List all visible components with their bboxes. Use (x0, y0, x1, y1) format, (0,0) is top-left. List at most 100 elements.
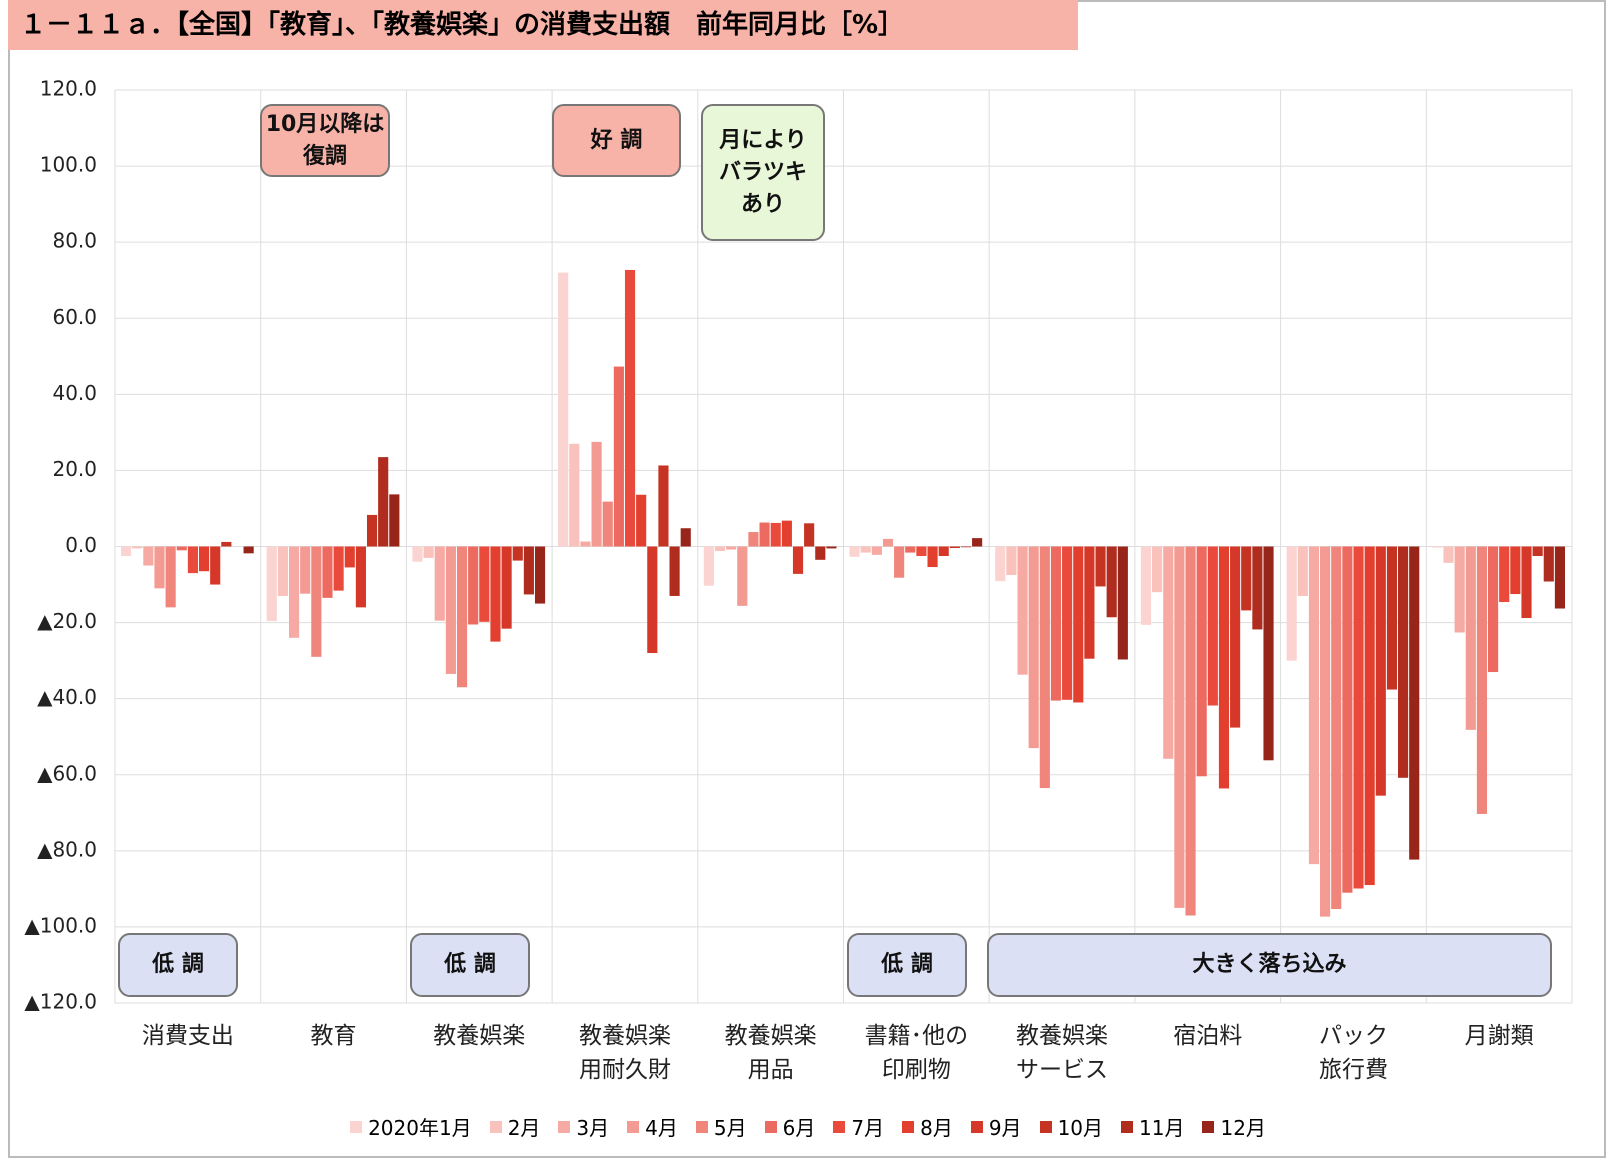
legend-item: 2月 (489, 1112, 540, 1141)
bar (1185, 546, 1196, 916)
legend-item: 7月 (833, 1112, 884, 1141)
bar (479, 546, 490, 622)
bar (905, 546, 916, 553)
bar (1432, 546, 1443, 548)
bar (523, 546, 534, 595)
bar (1006, 546, 1017, 576)
bar (1163, 546, 1174, 759)
bar (927, 546, 938, 568)
bar (938, 546, 949, 557)
annotation: 大きく落ち込み (987, 933, 1552, 997)
legend-label: 12月 (1220, 1116, 1266, 1140)
bar (165, 546, 176, 608)
bar (680, 528, 691, 547)
bar (1331, 546, 1342, 910)
x-tick-label: 教育 (310, 1023, 357, 1049)
bar (647, 546, 658, 654)
legend-swatch (1121, 1120, 1134, 1133)
legend-label: 5月 (713, 1116, 747, 1140)
bar (490, 546, 501, 642)
bar (176, 546, 187, 551)
legend-swatch (970, 1120, 983, 1133)
x-tick-label: 教養娯楽 用品 (724, 1023, 817, 1083)
bar (1286, 546, 1297, 661)
bar (826, 546, 837, 549)
bar (210, 546, 221, 585)
legend-swatch (558, 1120, 571, 1133)
legend-swatch (902, 1120, 915, 1133)
bar (1084, 546, 1095, 659)
bar (995, 546, 1006, 582)
y-tick-label: 120.0 (40, 77, 97, 101)
legend-item: 12月 (1202, 1112, 1266, 1141)
bar (759, 522, 770, 547)
legend-label: 6月 (782, 1116, 816, 1140)
x-tick-label: 書籍･他の 印刷物 (864, 1023, 969, 1083)
legend-label: 10月 (1057, 1116, 1104, 1140)
bar (1454, 546, 1465, 633)
y-tick-label: 40.0 (52, 381, 97, 405)
bar (1465, 546, 1476, 730)
bar (1252, 546, 1263, 630)
bar (1488, 546, 1499, 673)
bar (378, 457, 389, 547)
y-tick-label: 20.0 (52, 457, 97, 481)
x-tick-label: 教養娯楽 サービス (1016, 1023, 1109, 1083)
legend-label: 7月 (851, 1116, 885, 1140)
bar (860, 546, 871, 553)
y-tick-label: 0.0 (65, 533, 97, 557)
bar (1554, 546, 1565, 609)
y-tick-label: ▲60.0 (37, 761, 97, 785)
bar (512, 546, 523, 561)
legend-item: 4月 (627, 1112, 678, 1141)
legend-item: 2020年1月 (350, 1112, 472, 1141)
bar (132, 546, 143, 549)
bar (1152, 546, 1163, 593)
annotation: 10月以降は 復調 (260, 104, 390, 177)
bar (366, 514, 378, 547)
bar (322, 546, 333, 598)
bar (602, 501, 613, 547)
bar (804, 523, 815, 547)
bar (1230, 546, 1241, 728)
legend-item: 5月 (695, 1112, 747, 1141)
legend-label: 11月 (1139, 1116, 1185, 1140)
bar (960, 546, 972, 548)
legend-item: 9月 (970, 1112, 1022, 1141)
legend-swatch (833, 1120, 846, 1133)
bar (456, 546, 468, 688)
x-tick-label: パック 旅行費 (1318, 1023, 1388, 1083)
y-tick-label: ▲120.0 (24, 990, 97, 1014)
bar (1062, 546, 1073, 700)
bar (300, 546, 311, 594)
legend-item: 10月 (1039, 1112, 1104, 1141)
bar (1028, 546, 1039, 749)
bar (737, 546, 748, 606)
bar (972, 538, 983, 547)
bar (1207, 546, 1218, 706)
bar (445, 546, 456, 674)
bar (1499, 546, 1510, 603)
legend-label: 4月 (645, 1116, 678, 1140)
bar (1443, 546, 1454, 563)
bar (1543, 546, 1554, 582)
bar (726, 546, 737, 550)
bar (871, 546, 882, 555)
annotation: 月により バラツキ あり (701, 104, 825, 241)
bar (344, 546, 355, 568)
bar (1050, 546, 1062, 701)
bar (434, 546, 445, 621)
bar (1095, 546, 1106, 587)
bar (569, 443, 580, 547)
bar (1353, 546, 1364, 889)
bar (624, 269, 636, 547)
bar (412, 546, 423, 562)
bar (1308, 546, 1320, 865)
bar (1174, 546, 1185, 908)
bar (949, 546, 960, 549)
y-tick-label: 80.0 (52, 229, 97, 253)
legend-swatch (489, 1120, 502, 1133)
bar (894, 546, 905, 578)
y-tick-label: ▲100.0 (24, 913, 97, 937)
bar (580, 541, 591, 547)
